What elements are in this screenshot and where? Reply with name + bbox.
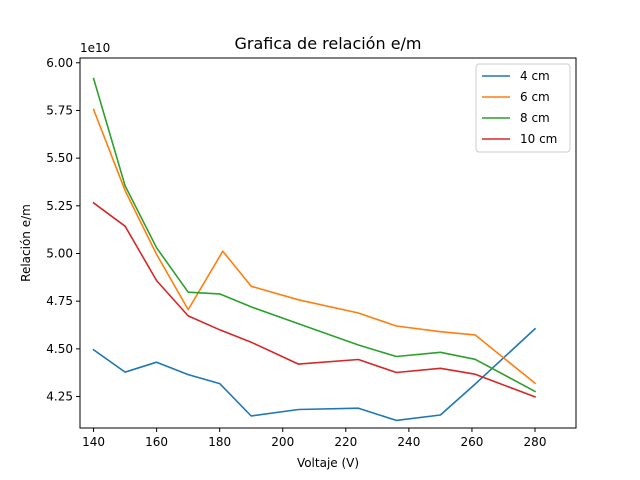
- legend-label: 8 cm: [520, 111, 550, 125]
- chart-title: Grafica de relación e/m: [234, 34, 421, 53]
- y-tick-label: 5.25: [46, 199, 73, 213]
- x-tick-label: 240: [397, 435, 420, 449]
- y-tick-label: 4.75: [46, 294, 73, 308]
- x-tick-label: 200: [271, 435, 294, 449]
- series-line-8-cm: [92, 77, 537, 393]
- x-tick-label: 140: [82, 435, 105, 449]
- legend-label: 4 cm: [520, 69, 550, 83]
- y-axis-label: Relación e/m: [19, 204, 33, 282]
- x-axis-label: Voltaje (V): [297, 456, 359, 470]
- series-line-4-cm: [92, 327, 537, 422]
- x-axis: 140 160 180 200 220 240 260 280: [82, 428, 546, 449]
- x-tick-label: 280: [524, 435, 547, 449]
- y-tick-label: 5.00: [46, 246, 73, 260]
- legend-box: [475, 63, 571, 153]
- series-line-10-cm: [92, 201, 537, 398]
- x-tick-label: 260: [460, 435, 483, 449]
- y-tick-label: 5.75: [46, 103, 73, 117]
- legend: 4 cm 6 cm 8 cm 10 cm: [475, 63, 571, 153]
- x-tick-label: 160: [145, 435, 168, 449]
- y-tick-label: 4.50: [46, 342, 73, 356]
- plot-frame: [79, 57, 577, 429]
- y-tick-label: 6.00: [46, 56, 73, 70]
- y-tick-label: 5.50: [46, 151, 73, 165]
- series-line-6-cm: [92, 108, 537, 385]
- x-tick-label: 180: [208, 435, 231, 449]
- y-tick-label: 4.25: [46, 390, 73, 404]
- series-layer: [92, 77, 537, 422]
- y-axis: 4.25 4.50 4.75 5.00 5.25 5.50 5.75 6.00: [46, 56, 80, 404]
- legend-label: 10 cm: [520, 132, 557, 146]
- y-axis-multiplier: 1e10: [80, 41, 110, 55]
- x-tick-label: 220: [334, 435, 357, 449]
- legend-label: 6 cm: [520, 90, 550, 104]
